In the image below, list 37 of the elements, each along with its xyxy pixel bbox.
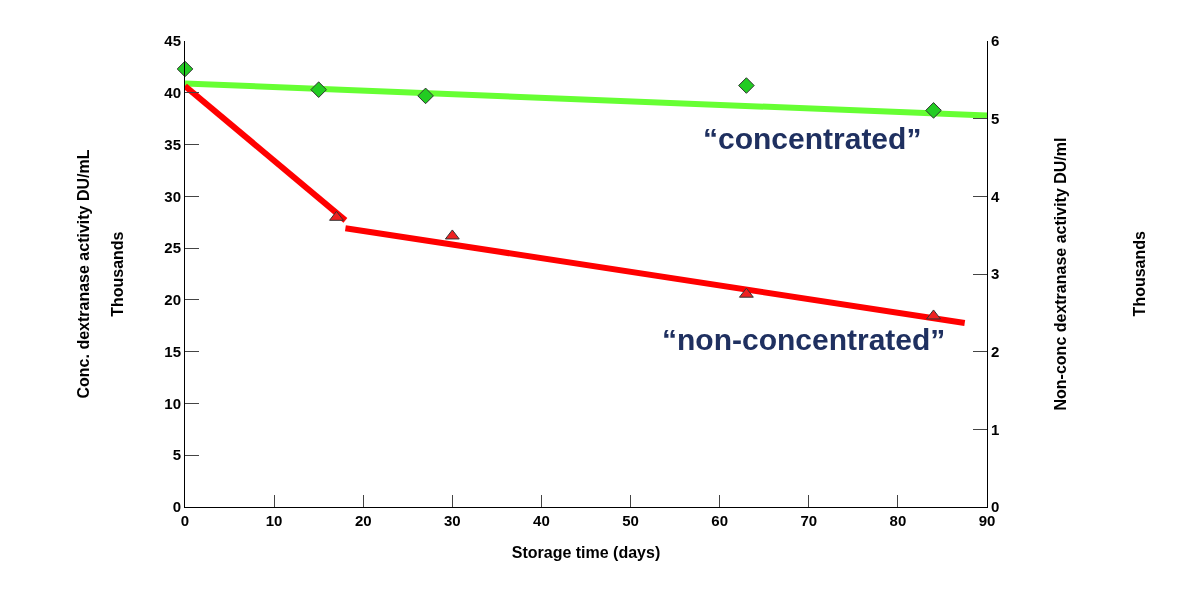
- point: [417, 87, 434, 105]
- x-tick-label: 40: [533, 512, 550, 529]
- y2-tick-label: 6: [991, 32, 1000, 50]
- y2-axis-title: Non-conc dextranase activity DU/ml: [1051, 137, 1069, 411]
- annotation: “non-concentrated”: [662, 323, 946, 356]
- y2-tick-label: 5: [991, 109, 1000, 127]
- point: [310, 81, 327, 98]
- y-axis-title: Conc. dextranase activity DU/mL: [75, 149, 93, 399]
- point: [738, 77, 755, 94]
- y-tick-label: 5: [172, 446, 181, 464]
- y-tick-label: 15: [164, 342, 181, 360]
- x-tick-label: 50: [622, 512, 639, 529]
- point: [926, 309, 941, 320]
- y-tick-label: 25: [164, 239, 181, 257]
- point: [925, 102, 942, 119]
- x-tick-label: 20: [354, 512, 372, 529]
- y-tick-label: 20: [164, 291, 181, 309]
- y-tick-label: 10: [164, 394, 181, 412]
- x-tick-label: 10: [265, 512, 283, 529]
- x-tick-label: 70: [800, 512, 818, 529]
- y2-tick-label: 1: [991, 420, 1000, 438]
- y-tick-label: 0: [172, 498, 181, 516]
- y2-tick-label: 3: [991, 265, 1000, 283]
- y-tick-label: 40: [164, 84, 181, 102]
- x-tick-label: 60: [711, 512, 729, 529]
- y-tick-label: 45: [164, 32, 181, 50]
- x-axis-title: Storage time (days): [511, 543, 661, 561]
- annotation: “concentrated”: [703, 122, 922, 155]
- point: [329, 210, 344, 221]
- x-tick-label: 80: [889, 512, 907, 529]
- y2-tick-label: 2: [991, 342, 1000, 360]
- y-tick-label: 35: [164, 135, 181, 153]
- text: Thousands: [1131, 230, 1149, 317]
- text: Thousands: [108, 231, 126, 317]
- y2-tick-label: 4: [991, 187, 1000, 205]
- y-tick-label: 30: [164, 187, 181, 205]
- x-tick-label: 30: [443, 512, 461, 529]
